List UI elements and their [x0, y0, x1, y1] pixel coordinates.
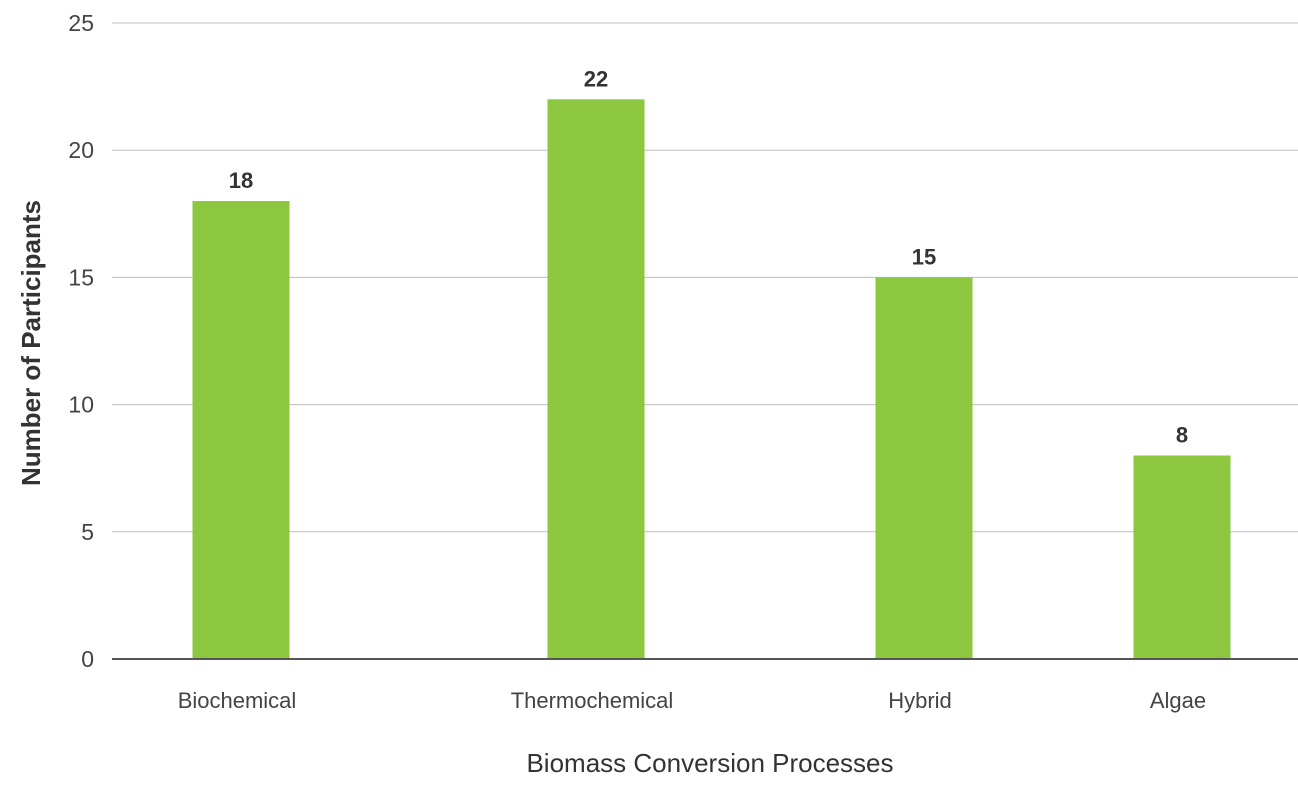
data-label: 18 [229, 168, 253, 193]
y-tick-label: 0 [81, 646, 94, 672]
x-axis-title: Biomass Conversion Processes [526, 748, 893, 778]
x-category-labels: Biochemical Thermochemical Hybrid Algae [178, 688, 1206, 713]
x-category-label: Thermochemical [511, 688, 674, 713]
data-label: 8 [1176, 422, 1188, 447]
bar-thermochemical [547, 99, 645, 659]
data-labels: 18 22 15 8 [229, 66, 1188, 447]
gridlines [112, 22, 1298, 533]
y-tick-label: 10 [68, 392, 94, 418]
bar-algae [1133, 455, 1231, 659]
data-label: 22 [584, 66, 608, 91]
x-category-label: Algae [1150, 688, 1206, 713]
bars [192, 99, 1231, 659]
y-axis-title: Number of Participants [16, 200, 46, 486]
x-category-label: Biochemical [178, 688, 297, 713]
bar-hybrid [875, 277, 973, 659]
data-label: 15 [912, 244, 936, 269]
y-tick-label: 20 [68, 137, 94, 163]
y-tick-labels: 0 5 10 15 20 25 [68, 10, 94, 672]
y-tick-label: 25 [68, 10, 94, 36]
bar-biochemical [192, 201, 290, 659]
y-tick-label: 5 [81, 519, 94, 545]
x-category-label: Hybrid [888, 688, 952, 713]
y-tick-label: 15 [68, 264, 94, 290]
